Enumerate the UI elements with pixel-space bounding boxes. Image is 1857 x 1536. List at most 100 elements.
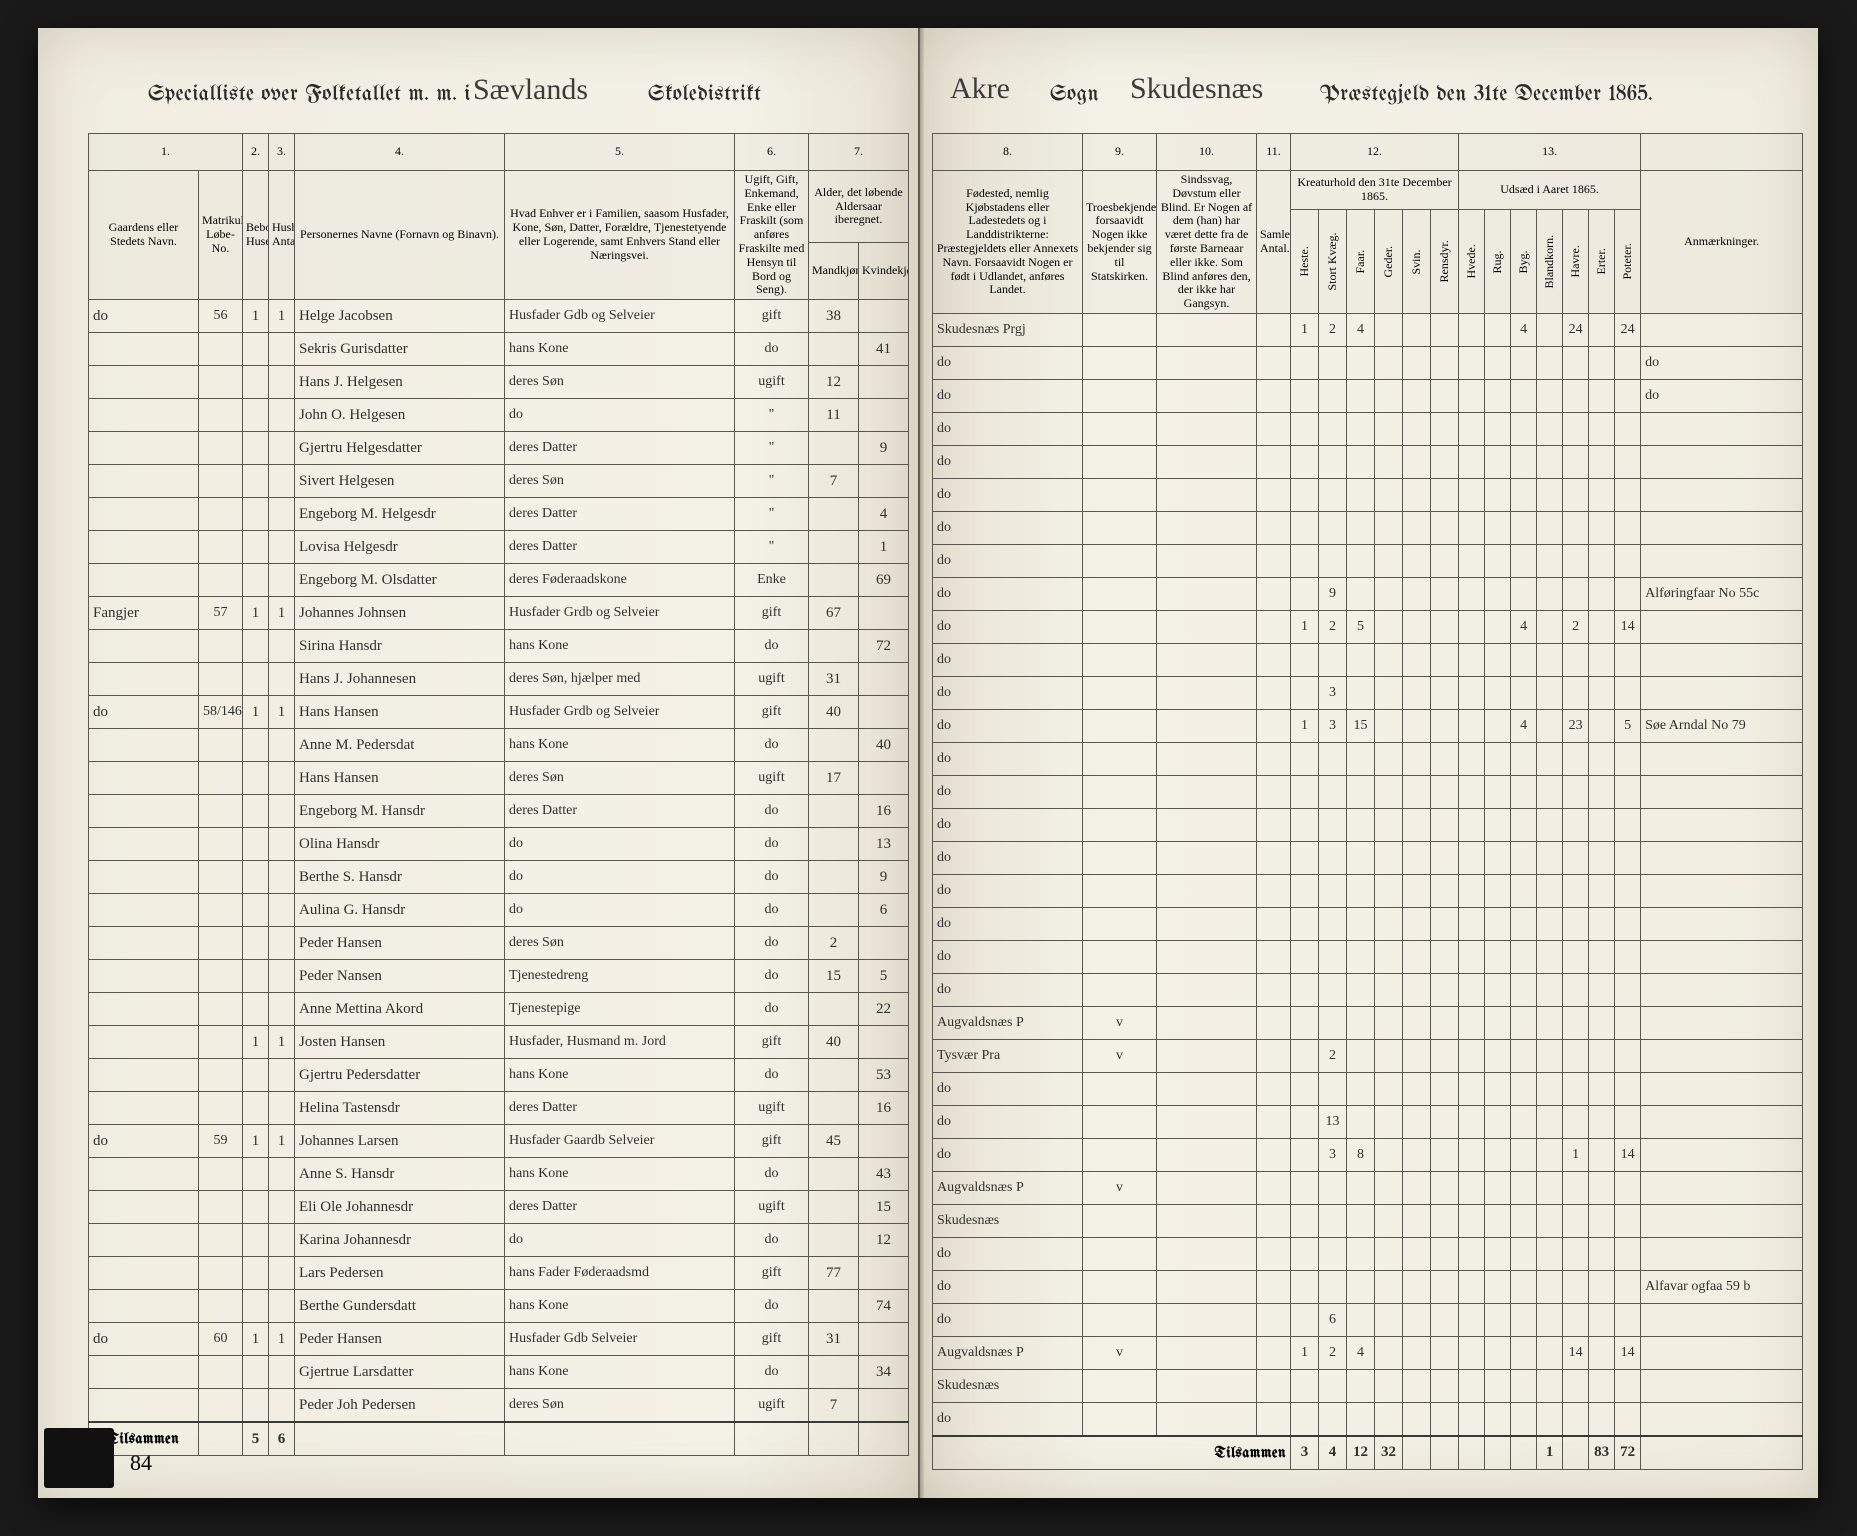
cell-ud-0 — [1459, 610, 1485, 643]
cell-k: 13 — [859, 828, 909, 861]
cell-ud-5 — [1589, 841, 1615, 874]
table-row: Anne S. Hansdrhans Konedo43 — [89, 1158, 909, 1191]
cell-kr-2 — [1347, 412, 1375, 445]
cell-kr-0 — [1291, 577, 1319, 610]
tot-kr-5 — [1431, 1436, 1459, 1470]
cell-kr-4 — [1403, 1402, 1431, 1436]
cell-ud-6: 14 — [1615, 1336, 1641, 1369]
cell-samlet — [1257, 1402, 1291, 1436]
cell-fsted: do — [933, 841, 1083, 874]
cell-fsted: Skudesnæs Prgj — [933, 313, 1083, 346]
table-row: do — [933, 973, 1803, 1006]
cell-kr-0 — [1291, 1006, 1319, 1039]
cell-anm — [1641, 1402, 1803, 1436]
cell-ud-2 — [1511, 379, 1537, 412]
cell-kr-3 — [1375, 808, 1403, 841]
cell-kr-4 — [1403, 1039, 1431, 1072]
cell-kr-4 — [1403, 478, 1431, 511]
cell-mno — [199, 894, 243, 927]
cell-mno — [199, 465, 243, 498]
cell-hus — [243, 366, 269, 399]
cell-stand: " — [735, 531, 809, 564]
cell-kr-2 — [1347, 1039, 1375, 1072]
cell-ud-2 — [1511, 841, 1537, 874]
cell-tro — [1083, 808, 1157, 841]
cell-k — [859, 465, 909, 498]
cell-ud-5 — [1589, 973, 1615, 1006]
cell-ud-6 — [1615, 907, 1641, 940]
cell-ud-4 — [1563, 511, 1589, 544]
cell-kr-2 — [1347, 1270, 1375, 1303]
cell-ud-4 — [1563, 973, 1589, 1006]
cell-ud-1 — [1485, 1270, 1511, 1303]
cell-gaard — [89, 1026, 199, 1059]
cell-kr-2 — [1347, 940, 1375, 973]
cell-ud-3 — [1537, 1138, 1563, 1171]
cell-ud-2: 4 — [1511, 313, 1537, 346]
cell-ud-4: 2 — [1563, 610, 1589, 643]
cell-ud-1 — [1485, 1204, 1511, 1237]
table-row: Peder NansenTjenestedrengdo155 — [89, 960, 909, 993]
cell-tro — [1083, 445, 1157, 478]
cell-tro — [1083, 379, 1157, 412]
cell-hus — [243, 1092, 269, 1125]
cell-ud-0 — [1459, 1237, 1485, 1270]
cell-kr-3 — [1375, 742, 1403, 775]
cell-stand: do — [735, 960, 809, 993]
cell-ud-3 — [1537, 907, 1563, 940]
cell-gaard: Fangjer — [89, 597, 199, 630]
cell-fam: Tjenestepige — [505, 993, 735, 1026]
tot-ud-1 — [1485, 1436, 1511, 1470]
cell-samlet — [1257, 346, 1291, 379]
cell-fam: deres Datter — [505, 432, 735, 465]
cell-k — [859, 1323, 909, 1356]
cell-ud-2: 4 — [1511, 709, 1537, 742]
cell-kr-4 — [1403, 1171, 1431, 1204]
cell-ud-5 — [1589, 1270, 1615, 1303]
cell-fam: hans Fader Føderaadsmd — [505, 1257, 735, 1290]
table-row: Hans J. Johannesenderes Søn, hjælper med… — [89, 663, 909, 696]
cell-fam: hans Kone — [505, 1290, 735, 1323]
table-row: do58/14611Hans HansenHusfader Grdb og Se… — [89, 696, 909, 729]
cell-m: 15 — [809, 960, 859, 993]
cell-ud-2 — [1511, 1171, 1537, 1204]
cell-samlet — [1257, 874, 1291, 907]
cell-hus: 1 — [243, 300, 269, 333]
cell-ud-1 — [1485, 841, 1511, 874]
cell-ud-5 — [1589, 709, 1615, 742]
cell-ud-4 — [1563, 1204, 1589, 1237]
cell-tro — [1083, 1402, 1157, 1436]
cell-kr-1 — [1319, 973, 1347, 1006]
cell-ud-0 — [1459, 874, 1485, 907]
cell-kr-3 — [1375, 940, 1403, 973]
cell-anm — [1641, 1336, 1803, 1369]
cell-mno — [199, 861, 243, 894]
cell-mno — [199, 399, 243, 432]
cell-kr-1 — [1319, 1171, 1347, 1204]
cell-k — [859, 762, 909, 795]
table-row: Olina Hansdrdodo13 — [89, 828, 909, 861]
cell-fsted: Tysvær Pra — [933, 1039, 1083, 1072]
cell-ud-3 — [1537, 313, 1563, 346]
cell-kr-1 — [1319, 511, 1347, 544]
cell-ud-1 — [1485, 973, 1511, 1006]
cell-hus — [243, 1257, 269, 1290]
cell-fsted: do — [933, 1237, 1083, 1270]
cell-sinds — [1157, 1369, 1257, 1402]
cell-sinds — [1157, 1105, 1257, 1138]
cell-fsted: do — [933, 346, 1083, 379]
cell-ud-2 — [1511, 1402, 1537, 1436]
district-name: Sævlands — [473, 73, 588, 107]
cell-sinds — [1157, 1039, 1257, 1072]
cell-hh: 1 — [269, 1323, 295, 1356]
cell-gaard — [89, 564, 199, 597]
cell-kr-2 — [1347, 1237, 1375, 1270]
cell-gaard — [89, 993, 199, 1026]
cell-gaard — [89, 1257, 199, 1290]
cell-stand: do — [735, 1356, 809, 1389]
cell-gaard — [89, 729, 199, 762]
cell-gaard — [89, 1224, 199, 1257]
cell-kr-5 — [1431, 841, 1459, 874]
cell-sinds — [1157, 445, 1257, 478]
cell-kr-2 — [1347, 775, 1375, 808]
